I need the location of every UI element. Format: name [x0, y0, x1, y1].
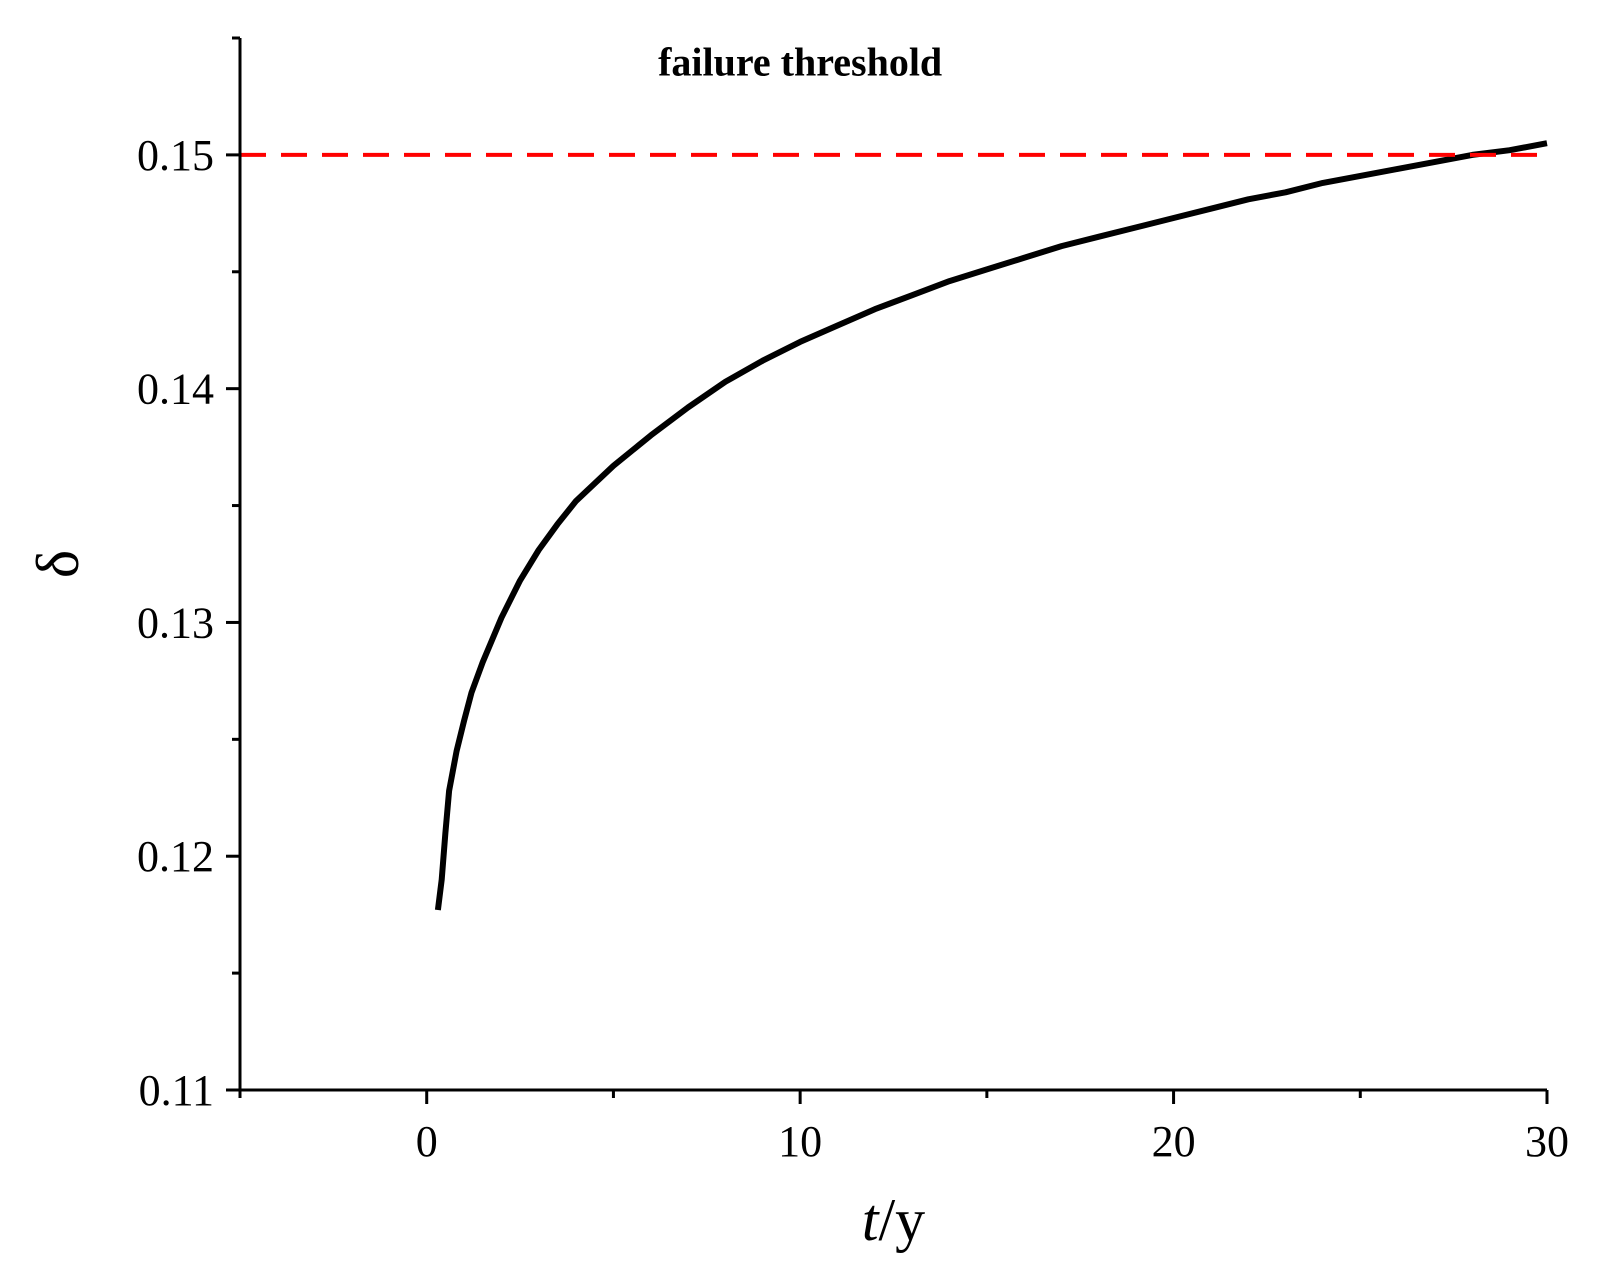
y-tick-label: 0.13: [137, 598, 214, 647]
x-axis-title-rest: /y: [879, 1187, 926, 1253]
y-ticks: 0.11 0.12 0.13 0.14 0.15: [137, 36, 240, 1115]
x-tick-label: 20: [1152, 1117, 1196, 1166]
y-tick-label: 0.14: [137, 365, 214, 414]
x-tick-label: 10: [778, 1117, 822, 1166]
plot-series: [240, 140, 1548, 911]
annotation-label: failure threshold: [658, 39, 942, 84]
x-tick-label: 30: [1525, 1117, 1569, 1166]
y-tick-label: 0.11: [139, 1066, 214, 1115]
x-ticks: 0 10 20 30: [238, 1090, 1569, 1166]
x-tick-label: 0: [416, 1117, 438, 1166]
y-axis-title: δ: [25, 550, 91, 578]
annotations: failure threshold: [658, 39, 942, 84]
axes: 0 10 20 30 0.11 0.12 0.13 0.14 0.15: [137, 36, 1569, 1166]
y-tick-label: 0.15: [137, 131, 214, 180]
x-axis-title: t/y: [862, 1187, 925, 1253]
y-tick-label: 0.12: [137, 832, 214, 881]
x-axis-title-italic: t: [862, 1187, 880, 1253]
data-line: [434, 140, 1548, 911]
